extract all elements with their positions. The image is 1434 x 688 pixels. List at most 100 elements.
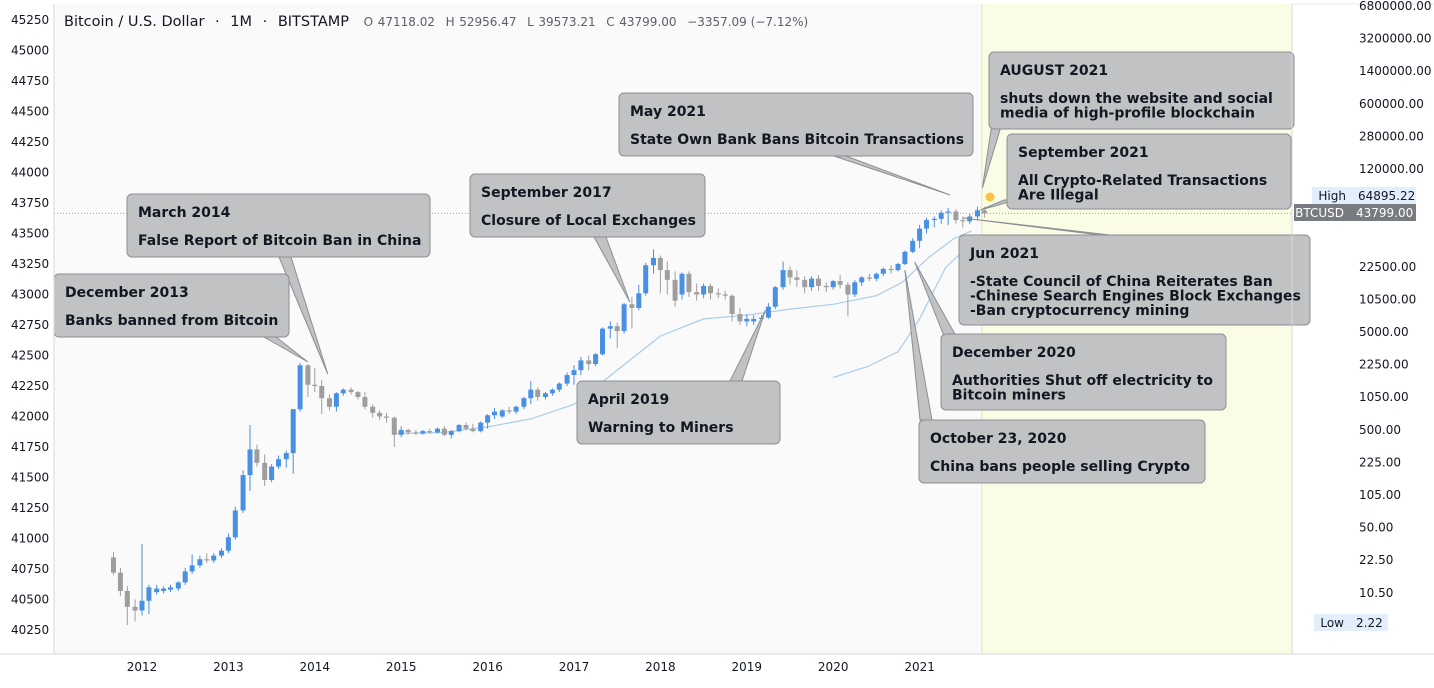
callout-mar-2014[interactable]: March 2014 False Report of Bitcoin Ban in… bbox=[126, 193, 431, 258]
candle[interactable] bbox=[132, 599, 138, 622]
candle[interactable] bbox=[499, 409, 505, 418]
candle[interactable] bbox=[240, 470, 246, 513]
candle[interactable] bbox=[485, 414, 491, 429]
candle[interactable] bbox=[506, 406, 512, 415]
candle[interactable] bbox=[607, 321, 613, 339]
candle[interactable] bbox=[326, 394, 332, 411]
candle[interactable] bbox=[521, 396, 527, 410]
candle[interactable] bbox=[722, 290, 728, 300]
candle[interactable] bbox=[866, 273, 872, 282]
candle[interactable] bbox=[578, 356, 584, 376]
candle[interactable] bbox=[211, 553, 217, 563]
callout-sep-2017[interactable]: September 2017 Closure of Local Exchanges bbox=[469, 173, 706, 238]
callout-jun-2021[interactable]: Jun 2021 -State Council of China Reiterat… bbox=[958, 234, 1311, 326]
candle[interactable] bbox=[816, 274, 822, 291]
candle[interactable] bbox=[924, 217, 930, 234]
candle[interactable] bbox=[161, 586, 167, 594]
candle[interactable] bbox=[694, 283, 700, 301]
candle[interactable] bbox=[478, 421, 484, 433]
candle[interactable] bbox=[398, 426, 404, 438]
candle[interactable] bbox=[571, 365, 577, 385]
candle[interactable] bbox=[218, 548, 224, 559]
candle[interactable] bbox=[765, 303, 771, 319]
candle[interactable] bbox=[189, 554, 195, 574]
candle[interactable] bbox=[262, 454, 268, 487]
candle[interactable] bbox=[852, 279, 858, 297]
candle[interactable] bbox=[405, 428, 411, 435]
candle[interactable] bbox=[751, 315, 757, 325]
x-axis[interactable]: 2012 2013 2014 2015 2016 2017 2018 2019 2020 2021 bbox=[127, 660, 935, 674]
callout-dec-2020[interactable]: December 2020 Authorities Shut off electr… bbox=[940, 333, 1227, 411]
candle[interactable] bbox=[283, 450, 289, 468]
candle[interactable] bbox=[182, 567, 188, 585]
candle[interactable] bbox=[297, 362, 303, 412]
candle[interactable] bbox=[564, 372, 570, 386]
candle[interactable] bbox=[888, 265, 894, 274]
candle[interactable] bbox=[953, 209, 959, 224]
callout-aug-2021[interactable]: AUGUST 2021 shuts down the website and so… bbox=[988, 51, 1295, 130]
candle[interactable] bbox=[154, 584, 160, 595]
candle[interactable] bbox=[276, 455, 282, 469]
candle[interactable] bbox=[247, 425, 253, 491]
candle[interactable] bbox=[974, 206, 980, 221]
candle[interactable] bbox=[384, 412, 390, 423]
candle[interactable] bbox=[593, 353, 599, 367]
candle[interactable] bbox=[830, 279, 836, 290]
candle[interactable] bbox=[715, 288, 721, 299]
candle[interactable] bbox=[895, 262, 901, 272]
candle[interactable] bbox=[802, 276, 808, 294]
candle[interactable] bbox=[621, 303, 627, 334]
candle[interactable] bbox=[340, 388, 346, 396]
candle[interactable] bbox=[110, 551, 116, 576]
candle[interactable] bbox=[650, 249, 656, 274]
candle[interactable] bbox=[873, 272, 879, 282]
interval-label[interactable]: 1M bbox=[230, 14, 252, 30]
candle[interactable] bbox=[319, 379, 325, 415]
candle[interactable] bbox=[917, 224, 923, 249]
candle[interactable] bbox=[204, 553, 210, 563]
candle[interactable] bbox=[672, 271, 678, 307]
callout-may-2021[interactable]: May 2021 State Own Bank Bans Bitcoin Tran… bbox=[618, 92, 974, 157]
candle[interactable] bbox=[744, 314, 750, 327]
candle[interactable] bbox=[139, 543, 145, 616]
candle[interactable] bbox=[657, 255, 663, 294]
candle[interactable] bbox=[809, 276, 815, 291]
candle[interactable] bbox=[456, 423, 462, 433]
candle[interactable] bbox=[528, 381, 534, 405]
candle[interactable] bbox=[225, 533, 231, 554]
candle[interactable] bbox=[636, 284, 642, 311]
candle[interactable] bbox=[542, 392, 548, 400]
candle[interactable] bbox=[708, 283, 714, 300]
candle[interactable] bbox=[124, 586, 130, 626]
candle[interactable] bbox=[312, 367, 318, 393]
candle[interactable] bbox=[391, 416, 397, 448]
candle[interactable] bbox=[348, 387, 354, 395]
candle[interactable] bbox=[794, 270, 800, 288]
candle[interactable] bbox=[333, 392, 339, 412]
candle[interactable] bbox=[305, 364, 311, 397]
candle[interactable] bbox=[232, 506, 238, 540]
callout-apr-2019[interactable]: April 2019 Warning to Miners bbox=[576, 380, 781, 445]
callout-oct-2020[interactable]: October 23, 2020 China bans people sellin… bbox=[918, 419, 1206, 484]
candle[interactable] bbox=[629, 296, 635, 329]
candle[interactable] bbox=[845, 282, 851, 317]
candle[interactable] bbox=[823, 282, 829, 293]
candle[interactable] bbox=[355, 390, 361, 400]
candle[interactable] bbox=[168, 584, 174, 593]
candle[interactable] bbox=[837, 274, 843, 289]
candle[interactable] bbox=[362, 392, 368, 410]
candle[interactable] bbox=[880, 267, 886, 277]
candle[interactable] bbox=[679, 272, 685, 300]
candle[interactable] bbox=[492, 407, 498, 419]
candle[interactable] bbox=[910, 238, 916, 254]
candle[interactable] bbox=[434, 427, 440, 434]
candle[interactable] bbox=[586, 355, 592, 371]
candle[interactable] bbox=[197, 555, 203, 568]
y-axis-left[interactable]: 45250 45000 44750 44500 44250 44000 43750 43500… bbox=[11, 13, 49, 637]
callout-dec-2013[interactable]: December 2013 Banks banned from Bitcoin bbox=[53, 273, 290, 338]
candle[interactable] bbox=[448, 429, 454, 439]
candle[interactable] bbox=[146, 584, 152, 615]
callout-sep-2021[interactable]: September 2021 All Crypto-Related Transac… bbox=[1006, 133, 1292, 210]
candle[interactable] bbox=[175, 581, 181, 591]
candle[interactable] bbox=[664, 261, 670, 295]
